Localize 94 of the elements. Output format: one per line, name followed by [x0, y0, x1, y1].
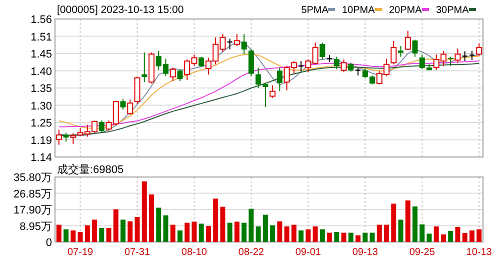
bar — [134, 216, 140, 242]
bar — [420, 224, 425, 242]
bar — [320, 229, 325, 242]
bar — [242, 222, 247, 242]
bar — [298, 230, 304, 242]
candlestick — [398, 45, 404, 58]
bar — [262, 214, 268, 242]
bar — [170, 224, 176, 242]
legend-label: 5PMA — [301, 5, 329, 16]
y-tick-label: 1.51 — [30, 31, 52, 44]
bar — [78, 232, 83, 242]
y-tick-label: 8.95万 — [20, 220, 52, 233]
bar — [149, 194, 154, 242]
bar — [291, 224, 296, 242]
x-tick-label: 08-10 — [181, 247, 208, 258]
text: 成交量:69805 — [57, 163, 124, 176]
x-tick-label: 10-13 — [466, 247, 492, 258]
bar — [348, 232, 354, 242]
bar — [426, 234, 432, 242]
candlestick — [241, 34, 247, 55]
x-tick-label: 07-19 — [67, 247, 94, 258]
bar — [341, 232, 346, 242]
bar — [334, 232, 340, 242]
bar — [462, 232, 468, 242]
x-tick-label: 09-01 — [295, 247, 322, 258]
x-tick-label: 08-22 — [238, 247, 264, 258]
bar — [64, 229, 69, 242]
bar — [405, 200, 410, 242]
x-tick-label: 07-31 — [124, 247, 150, 258]
y-tick-label: 1.25 — [30, 118, 52, 130]
candlestick — [56, 129, 62, 146]
x-tick-label: 09-25 — [409, 247, 436, 258]
bar — [469, 230, 474, 242]
x-tick-label: 09-13 — [352, 247, 378, 258]
bar — [284, 226, 290, 242]
bar — [234, 222, 240, 242]
bar — [84, 225, 90, 242]
bar — [70, 230, 76, 242]
bar — [398, 220, 404, 242]
bar — [327, 232, 332, 242]
bar — [248, 208, 254, 242]
bar — [440, 234, 446, 242]
y-tick-label: 1.40 — [30, 66, 52, 78]
bar — [206, 226, 211, 242]
bar — [277, 221, 282, 242]
chart-title: [000005] 2023-10-13 15:00 — [57, 4, 184, 16]
bar — [156, 208, 162, 242]
y-tick-label: 1.35 — [30, 83, 52, 95]
bar — [356, 235, 361, 242]
y-tick-label: 1.56 — [30, 14, 52, 26]
bar — [198, 224, 204, 242]
y-tick-label: 35.80万 — [13, 172, 52, 184]
bar — [227, 222, 232, 242]
bar — [106, 228, 112, 242]
y-tick-label: 26.85万 — [13, 188, 52, 200]
bar — [163, 215, 168, 242]
bar — [270, 225, 276, 242]
bar — [120, 220, 126, 242]
candlestick — [276, 67, 282, 92]
bar — [256, 226, 261, 242]
y-tick-label: 1.30 — [30, 100, 52, 112]
bar — [306, 229, 311, 242]
bar — [92, 220, 98, 242]
bar — [476, 229, 482, 242]
bar — [384, 224, 389, 242]
bar — [177, 230, 182, 242]
candlestick — [412, 39, 418, 58]
bar — [184, 222, 190, 242]
y-tick-label: 0 — [46, 237, 52, 249]
y-tick-label: 17.90万 — [13, 204, 52, 216]
bar — [113, 209, 118, 242]
bar — [213, 198, 218, 242]
y-tick-label: 1.45 — [30, 48, 52, 60]
bar — [376, 224, 382, 242]
bar — [220, 206, 226, 242]
bar — [448, 230, 454, 242]
bar — [99, 228, 104, 242]
bar — [370, 232, 375, 242]
bar — [391, 204, 396, 242]
bar — [56, 224, 62, 242]
bar — [192, 222, 197, 242]
bar — [362, 232, 368, 242]
bar — [312, 226, 318, 242]
y-tick-label: 1.14 — [30, 152, 52, 164]
bar — [434, 226, 439, 242]
candlestick — [142, 52, 148, 83]
bar — [142, 181, 147, 242]
bar — [128, 221, 133, 242]
legend-label: 30PMA — [436, 5, 470, 16]
legend-label: 20PMA — [389, 5, 422, 16]
bar — [455, 226, 460, 242]
bar — [412, 206, 418, 242]
y-tick-label: 1.19 — [30, 134, 52, 147]
legend-label: 10PMA — [342, 5, 376, 16]
